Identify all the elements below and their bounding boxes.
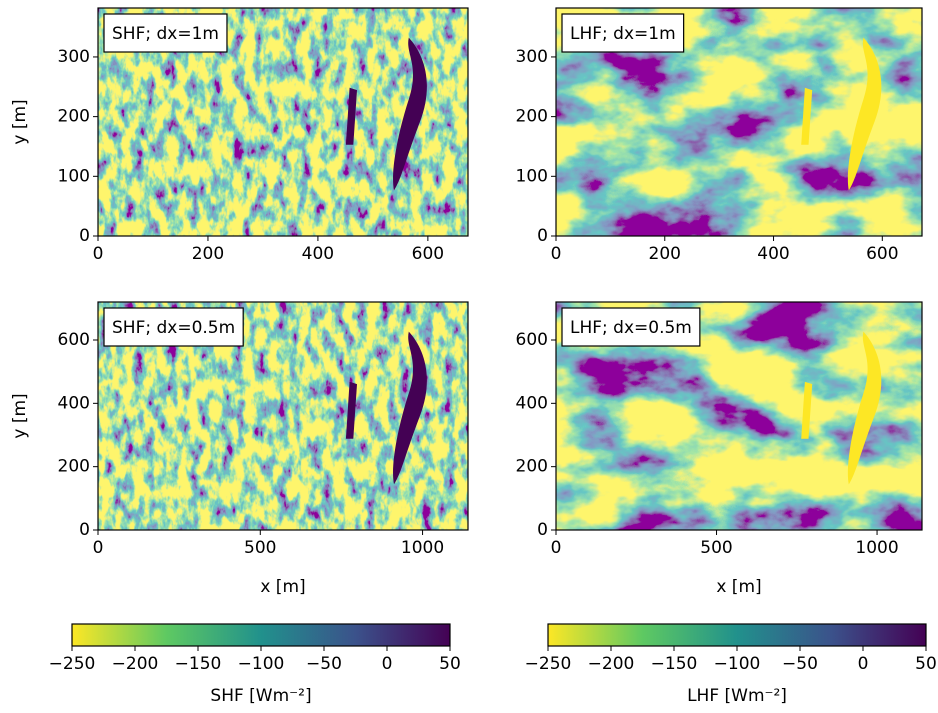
lake: [345, 381, 357, 439]
lake: [345, 87, 357, 145]
x-tick-label: −100: [238, 654, 285, 674]
panel-label-box: [103, 307, 244, 347]
x-tick-label: −100: [714, 654, 761, 674]
lake: [847, 331, 882, 485]
panel-label-box: [561, 307, 701, 347]
y-axis-label: y [m]: [10, 99, 30, 144]
colorbar: [71, 623, 451, 647]
x-axis-label: x [m]: [260, 577, 305, 597]
y-tick-label: 300: [58, 47, 90, 67]
axes-frame: [555, 301, 923, 531]
axes-frame: [97, 7, 469, 237]
x-tick-label: −200: [112, 654, 159, 674]
x-tick-label: 400: [757, 244, 789, 264]
y-tick-label: 0: [79, 520, 90, 540]
panel-label: LHF; dx=1m: [570, 24, 676, 44]
lake: [393, 37, 427, 191]
x-tick-label: −150: [175, 654, 222, 674]
y-tick-label: 100: [516, 166, 548, 186]
x-tick-label: 0: [93, 244, 104, 264]
x-tick-label: 1000: [401, 538, 444, 558]
panel-label-box: [561, 13, 685, 53]
x-tick-label: 400: [302, 244, 334, 264]
heatmap: [556, 8, 922, 236]
x-tick-label: −250: [525, 654, 572, 674]
axes-frame: [97, 301, 469, 531]
x-tick-label: −150: [651, 654, 698, 674]
x-tick-label: 0: [551, 538, 562, 558]
x-tick-label: −50: [782, 654, 818, 674]
y-tick-label: 0: [537, 226, 548, 246]
x-tick-label: 200: [649, 244, 681, 264]
y-tick-label: 600: [58, 330, 90, 350]
colorbar: [547, 623, 927, 647]
y-axis-label: y [m]: [10, 393, 30, 438]
x-tick-label: 200: [192, 244, 224, 264]
x-tick-label: 0: [382, 654, 393, 674]
y-tick-label: 400: [516, 393, 548, 413]
x-tick-label: −50: [306, 654, 342, 674]
lake: [393, 331, 427, 485]
y-tick-label: 0: [79, 226, 90, 246]
colorbar-label: LHF [Wm⁻²]: [687, 686, 787, 706]
lake: [847, 37, 882, 191]
x-tick-label: 500: [700, 538, 732, 558]
y-tick-label: 100: [58, 166, 90, 186]
x-tick-label: −250: [49, 654, 96, 674]
x-tick-label: 0: [551, 244, 562, 264]
panel-label: SHF; dx=1m: [112, 24, 219, 44]
y-tick-label: 200: [58, 107, 90, 127]
lake: [801, 381, 813, 439]
x-tick-label: 600: [866, 244, 898, 264]
y-tick-label: 0: [537, 520, 548, 540]
x-tick-label: 600: [412, 244, 444, 264]
y-tick-label: 200: [516, 457, 548, 477]
panel-label: SHF; dx=0.5m: [112, 318, 235, 338]
y-tick-label: 200: [58, 457, 90, 477]
lake: [801, 87, 813, 145]
panel-label: LHF; dx=0.5m: [570, 318, 692, 338]
x-tick-label: 0: [858, 654, 869, 674]
colorbar-label: SHF [Wm⁻²]: [210, 686, 311, 706]
axes-frame: [555, 7, 923, 237]
y-tick-label: 300: [516, 47, 548, 67]
panel-label-box: [103, 13, 228, 53]
x-tick-label: 500: [244, 538, 276, 558]
x-tick-label: 50: [915, 654, 937, 674]
y-tick-label: 200: [516, 107, 548, 127]
x-tick-label: −200: [588, 654, 635, 674]
y-tick-label: 600: [516, 330, 548, 350]
x-tick-label: 0: [93, 538, 104, 558]
y-tick-label: 400: [58, 393, 90, 413]
x-tick-label: 1000: [855, 538, 898, 558]
x-axis-label: x [m]: [716, 577, 761, 597]
x-tick-label: 50: [439, 654, 461, 674]
